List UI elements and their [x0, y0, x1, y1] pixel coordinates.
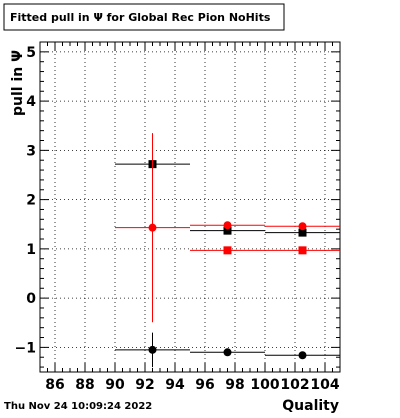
data-point-circle	[223, 221, 232, 230]
y-tick-label: 2	[26, 193, 36, 209]
x-tick-label: 86	[45, 377, 64, 393]
y-tick-label: 0	[26, 291, 36, 307]
title-box: Fitted pull in Ψ for Global Rec Pion NoH…	[3, 3, 285, 31]
grid-layer	[40, 42, 340, 372]
title-box-frame	[3, 3, 285, 31]
data-layer	[115, 133, 340, 368]
data-point-square	[223, 246, 232, 255]
data-point-circle	[298, 351, 307, 360]
data-point-circle	[298, 222, 307, 231]
x-tick-label: 90	[105, 377, 125, 393]
data-point-circle	[148, 223, 157, 232]
chart-title: Fitted pull in Ψ for Global Rec Pion NoH…	[10, 11, 271, 24]
y-tick-label: −1	[15, 340, 36, 356]
tick-layer	[39, 41, 341, 372]
y-tick-label: 4	[26, 94, 36, 110]
x-tick-label: 92	[135, 377, 154, 393]
timestamp: Thu Nov 24 10:09:24 2022	[4, 401, 152, 412]
y-tick-label: 5	[26, 45, 36, 61]
x-tick-label: 96	[195, 377, 214, 393]
y-axis-label: pull in Ψ	[10, 50, 26, 116]
x-tick-label: 88	[75, 377, 94, 393]
data-point-square	[298, 246, 307, 255]
x-tick-labels: 86 88 90 92 94 96 98 100 102 104	[45, 377, 340, 393]
x-tick-label: 94	[165, 377, 185, 393]
data-point-circle	[148, 345, 157, 354]
data-point-square	[223, 226, 232, 235]
x-tick-label: 102	[280, 377, 309, 393]
y-tick-labels: −1 0 1 2 3 4 5	[15, 45, 37, 357]
y-tick-label: 1	[26, 242, 36, 258]
x-tick-label: 98	[225, 377, 244, 393]
x-tick-label: 100	[250, 377, 279, 393]
y-tick-label: 3	[26, 143, 36, 159]
x-tick-label: 104	[310, 377, 339, 393]
x-axis-label: Quality	[282, 398, 339, 414]
data-point-circle	[223, 348, 232, 357]
data-point-square	[298, 228, 307, 237]
